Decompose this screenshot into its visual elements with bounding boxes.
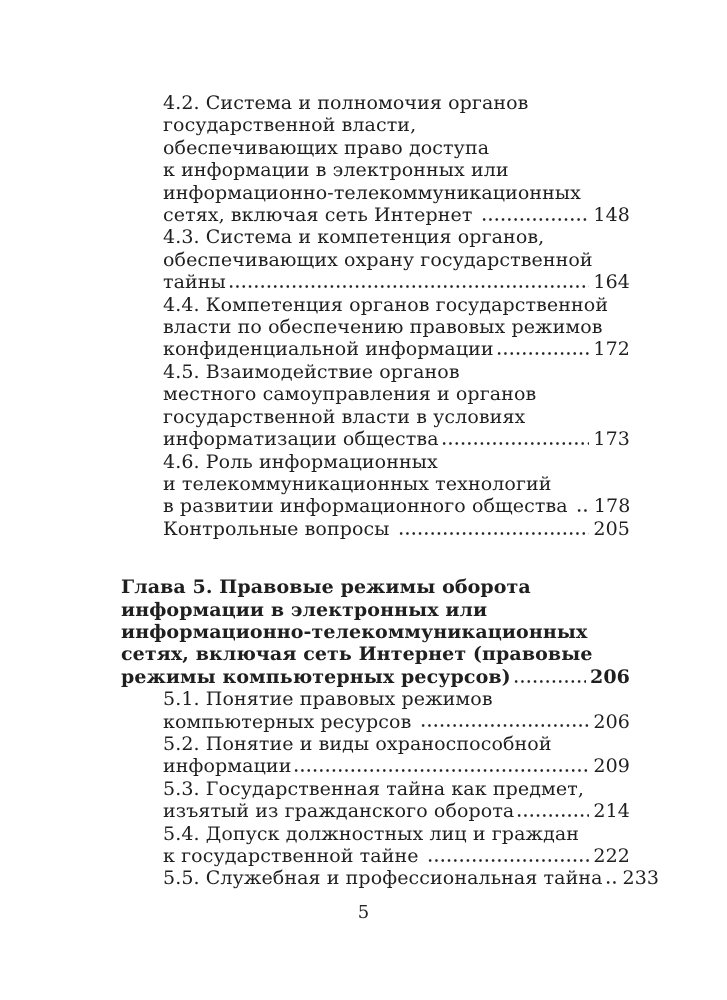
toc-entry-line: 5.1. Понятие правовых режимов [163,688,493,711]
toc-entry-leader-line: информатизации общества 173 [163,428,630,451]
toc-page-number: 164 [593,271,630,294]
toc-entry-5-4: 5.4. Допуск должностных лиц и граждан к г… [121,823,630,868]
dot-leader [512,665,587,689]
toc-entry-leader-line: конфиденциальной информации 172 [163,338,630,361]
toc-entry-leader-line: изъятый из гражданского оборота 214 [163,800,630,823]
toc-entry-5-5: 5.5. Служебная и профессиональная тайна 2… [121,867,659,890]
toc-entry-leader-line: информации 209 [163,755,630,778]
toc-entry-line: информационно-телекоммуникационных [163,181,581,204]
toc-entry-line: власти по обеспечению правовых режимов [163,316,603,339]
toc-entry-kontrolnye-voprosy: Контрольные вопросы 205 [121,517,630,541]
toc-entry-4-5: 4.5. Взаимодействие органов местного само… [121,361,630,451]
toc-entry-4-3: 4.3. Система и компетенция органов, обесп… [121,226,630,294]
toc-entry-leader-line: к государственной тайне 222 [163,845,630,868]
toc-entry-leader-line: тайны 164 [163,271,630,294]
toc-entry-leader-line: в развитии информационного общества 178 [163,495,631,518]
toc-entry-line: 5.4. Допуск должностных лиц и граждан [163,822,580,845]
dot-leader [495,338,590,361]
toc-entry-text: конфиденциальной информации [163,338,494,361]
toc-entry-line: государственной власти в условиях [163,405,526,428]
table-of-contents: 4.2. Система и полномочия органов государ… [121,92,659,890]
dot-leader [426,845,590,868]
toc-entry-line: 4.6. Роль информационных [163,450,438,473]
dot-leader [227,271,590,294]
toc-page-number: 172 [593,338,630,361]
toc-entry-4-2: 4.2. Система и полномочия органов государ… [121,92,630,227]
toc-page-number: 205 [593,517,630,540]
dot-leader [575,495,590,518]
toc-entry-text: в развитии информационного общества [163,495,574,518]
toc-entry-line: местного самоуправления и органов [163,383,537,406]
toc-entry-4-6: 4.6. Роль информационных и телекоммуникац… [121,451,630,518]
toc-entry-chapter-5: Глава 5. Правовые режимы оборота информац… [121,576,630,689]
toc-entry-leader-line: сетях, включая сеть Интернет 148 [163,204,630,227]
toc-entry-line: Глава 5. Правовые режимы оборота [121,576,531,599]
toc-entry-4-4: 4.4. Компетенция органов государственной… [121,294,630,361]
toc-page-number: 206 [590,665,630,688]
toc-entry-leader-line: 5.5. Служебная и профессиональная тайна 2… [163,867,659,890]
toc-page-number: 209 [593,755,630,778]
toc-entry-leader-line: компьютерных ресурсов 206 [163,710,630,733]
toc-entry-text: режимы компьютерных ресурсов) [121,665,511,688]
toc-entry-line: сетях, включая сеть Интернет (правовые [121,643,593,666]
toc-entry-line: обеспечивающих охрану государственной [163,248,593,271]
toc-page-number: 178 [593,495,631,518]
toc-entry-line: обеспечивающих право доступа [163,136,490,159]
page-number-footer: 5 [357,902,370,923]
toc-page-number: 222 [593,845,630,867]
toc-entry-line: информационно-телекоммуникационных [121,620,588,643]
toc-entry-text: информатизации общества [163,428,439,451]
toc-entry-leader-line: Контрольные вопросы 205 [163,517,630,541]
toc-entry-line: 4.4. Компетенция органов государственной [163,293,609,316]
toc-page-number: 173 [593,428,630,451]
toc-entry-line: 4.5. Взаимодействие органов [163,360,460,383]
toc-entry-text: сетях, включая сеть Интернет [163,204,479,227]
toc-entry-text: к государственной тайне [163,845,425,867]
dot-leader [440,428,590,451]
toc-entry-line: к информации в электронных или [163,159,509,182]
toc-entry-line: 4.3. Система и компетенция органов, [163,226,545,249]
toc-entries: 4.2. Система и полномочия органов государ… [121,92,659,890]
dot-leader [293,755,590,778]
toc-entry-line: 4.2. Система и полномочия органов [163,92,529,114]
toc-entry-text: компьютерных ресурсов [163,710,418,733]
dot-leader [397,517,590,541]
toc-entry-leader-line: режимы компьютерных ресурсов) 206 [121,665,630,689]
toc-entry-text: информации [163,755,292,778]
toc-entry-5-3: 5.3. Государственная тайна как предмет, и… [121,778,630,823]
toc-entry-line: 5.3. Государственная тайна как предмет, [163,777,584,800]
toc-page-number: 206 [593,710,630,733]
toc-entry-text: Контрольные вопросы [163,517,396,540]
toc-entry-line: государственной власти, [163,114,417,137]
dot-leader [419,710,590,733]
dot-leader [604,867,619,890]
toc-entry-line: и телекоммуникационных технологий [163,472,552,495]
dot-leader [480,204,590,227]
dot-leader [516,800,590,823]
toc-entry-5-1: 5.1. Понятие правовых режимов компьютерны… [121,688,630,733]
toc-entry-text: тайны [163,271,226,294]
toc-entry-line: информации в электронных или [121,598,488,621]
toc-entry-line: 5.2. Понятие и виды охраноспособной [163,732,552,755]
toc-entry-5-2: 5.2. Понятие и виды охраноспособной инфор… [121,733,630,778]
toc-entry-text: изъятый из гражданского оборота [163,800,515,823]
toc-page-number: 148 [593,204,630,227]
toc-page-number: 214 [593,800,630,823]
toc-page-number: 233 [622,867,660,890]
toc-entry-text: 5.5. Служебная и профессиональная тайна [163,867,603,890]
